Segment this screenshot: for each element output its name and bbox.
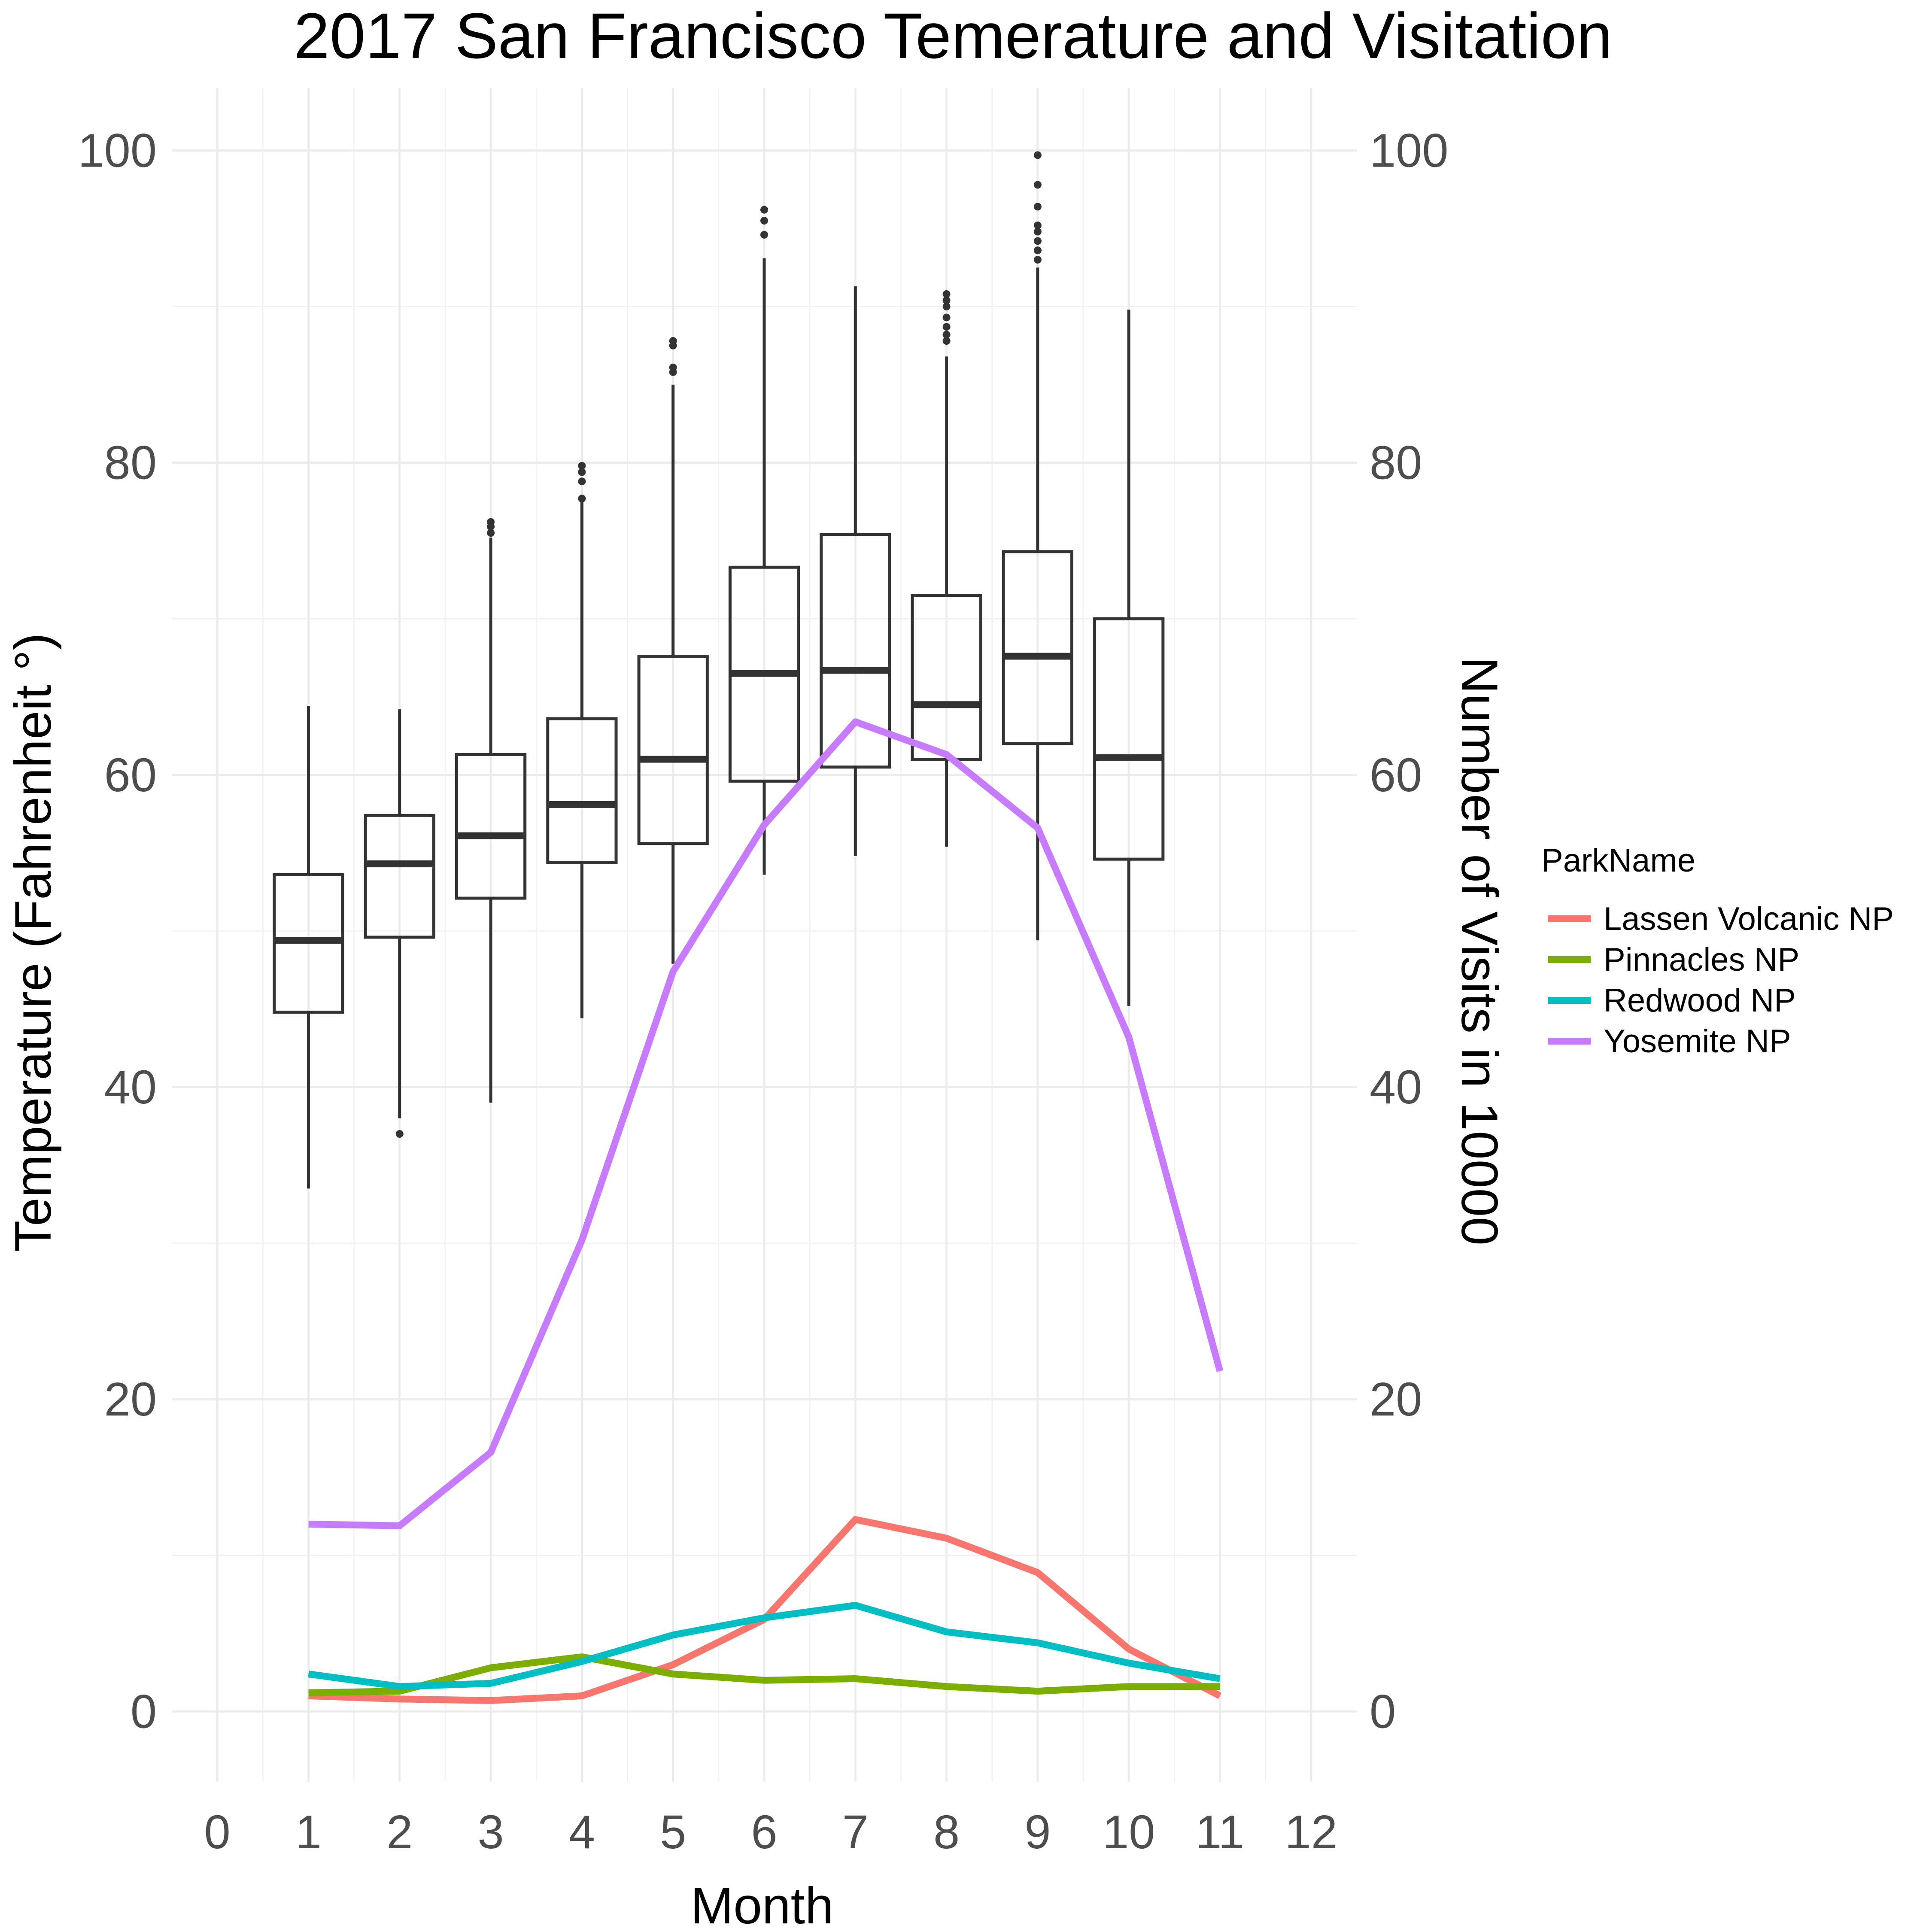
x-tick-label: 12: [1285, 1806, 1337, 1859]
y-tick-label-right: 20: [1370, 1373, 1422, 1426]
box: [1002, 550, 1074, 745]
outlier-point: [942, 323, 951, 331]
y-tick-label-left: 60: [104, 749, 157, 802]
x-tick-label: 9: [1024, 1806, 1051, 1859]
legend-label: Lassen Volcanic NP: [1604, 901, 1894, 937]
boxplot-month-3: [455, 518, 527, 1103]
visit-series-lines: [308, 718, 1224, 1704]
outlier-point: [1033, 237, 1042, 245]
gridlines: [172, 88, 1357, 1782]
outlier-point: [487, 518, 495, 526]
legend-label: Pinnacles NP: [1604, 942, 1799, 978]
outlier-point: [1033, 203, 1042, 211]
chart-title: 2017 San Francisco Temerature and Visita…: [294, 0, 1612, 72]
series-line-redwood-np: [308, 1602, 1221, 1690]
box: [364, 814, 435, 939]
x-axis-label: Month: [690, 1877, 834, 1932]
boxplot-month-5: [637, 337, 709, 964]
series-line-yosemite-np: [308, 718, 1224, 1529]
x-tick-labels: 0 1 2 3 4 5 6 7 8 9 10 11 12: [204, 1806, 1337, 1859]
box: [455, 753, 527, 900]
box: [1093, 617, 1165, 861]
y-tick-label-right: 40: [1370, 1061, 1422, 1114]
outlier-point: [1033, 246, 1042, 255]
outlier-point: [942, 337, 951, 345]
x-tick-label: 7: [842, 1806, 869, 1859]
boxplot-month-8: [911, 290, 982, 847]
x-tick-label: 1: [295, 1806, 322, 1859]
y-tick-label-left: 80: [104, 437, 157, 489]
y-tick-label-right: 60: [1370, 749, 1422, 802]
box: [637, 654, 709, 845]
outlier-point: [760, 206, 768, 214]
legend-title: ParkName: [1541, 842, 1695, 879]
y-tick-label-left: 20: [104, 1373, 157, 1426]
x-tick-label: 10: [1103, 1806, 1155, 1859]
outlier-point: [942, 331, 951, 339]
y-tick-label-right: 80: [1370, 437, 1422, 489]
boxplots: [273, 151, 1165, 1189]
outlier-point: [1033, 221, 1042, 229]
box: [820, 533, 891, 769]
outlier-point: [1033, 151, 1042, 159]
boxplot-month-1: [273, 706, 344, 1189]
x-tick-label: 8: [933, 1806, 960, 1859]
y-tick-label-left: 40: [104, 1061, 157, 1114]
x-tick-label: 3: [477, 1806, 504, 1859]
boxplot-month-2: [364, 709, 435, 1138]
right-y-tick-labels: 0 20 40 60 80 100: [1370, 124, 1449, 1738]
outlier-point: [578, 477, 586, 486]
outlier-point: [487, 529, 495, 537]
outlier-point: [578, 468, 586, 476]
y-tick-label-right: 100: [1370, 124, 1449, 177]
y-tick-label-right: 0: [1370, 1685, 1396, 1738]
outlier-point: [1033, 255, 1042, 264]
legend-item: Redwood NP: [1548, 982, 1796, 1019]
boxplot-month-7: [820, 286, 891, 856]
series-line-pinnacles-np: [308, 1653, 1220, 1696]
outlier-point: [942, 313, 951, 322]
x-tick-label: 5: [660, 1806, 686, 1859]
box: [546, 717, 618, 864]
legend-items: Lassen Volcanic NP Pinnacles NP Redwood NP…: [1548, 901, 1894, 1060]
outlier-point: [1033, 228, 1042, 236]
y-tick-label-left: 100: [78, 124, 157, 177]
outlier-point: [669, 363, 677, 371]
outlier-point: [669, 337, 677, 345]
legend-item: Lassen Volcanic NP: [1548, 901, 1894, 937]
x-tick-label: 0: [204, 1806, 231, 1859]
outlier-point: [942, 303, 951, 311]
boxplot-month-10: [1093, 310, 1165, 1006]
outlier-point: [1033, 181, 1042, 189]
legend-label: Redwood NP: [1604, 982, 1796, 1019]
box: [911, 594, 982, 761]
outlier-point: [760, 217, 768, 225]
outlier-point: [942, 296, 951, 304]
outlier-point: [942, 290, 951, 298]
boxplot-month-4: [546, 462, 618, 1019]
x-tick-label: 4: [569, 1806, 595, 1859]
x-tick-label: 11: [1195, 1806, 1244, 1859]
outlier-point: [760, 231, 768, 239]
x-tick-label: 2: [386, 1806, 413, 1859]
legend: ParkName Lassen Volcanic NP Pinnacles NP R…: [1541, 842, 1894, 1060]
legend-item: Yosemite NP: [1548, 1023, 1791, 1060]
legend-item: Pinnacles NP: [1548, 942, 1799, 978]
y-axis-label-right: Number of Visits in 10000: [1451, 656, 1508, 1245]
boxplot-month-9: [1002, 151, 1074, 941]
y-tick-label-left: 0: [131, 1685, 157, 1738]
x-tick-label: 6: [751, 1806, 777, 1859]
legend-label: Yosemite NP: [1604, 1023, 1791, 1060]
outlier-point: [578, 462, 586, 470]
outlier-point: [395, 1130, 404, 1138]
y-axis-label-left: Temperature (Fahrenheit °): [4, 633, 62, 1252]
outlier-point: [578, 495, 586, 503]
left-y-tick-labels: 0 20 40 60 80 100: [78, 124, 157, 1738]
